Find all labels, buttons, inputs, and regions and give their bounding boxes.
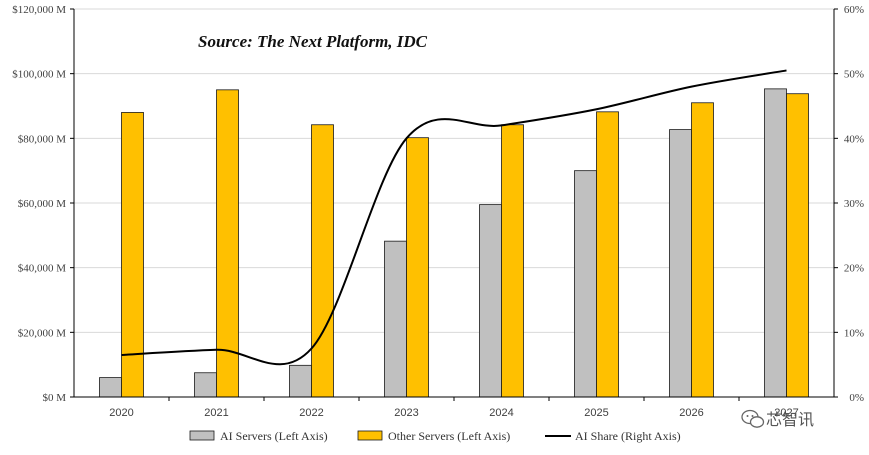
- other-servers-bar-2022: [311, 124, 334, 398]
- x-tick-label-2022: 2022: [299, 407, 323, 419]
- left-tick-label: $20,000 M: [18, 327, 67, 339]
- right-tick-label: 60%: [844, 4, 864, 16]
- other-servers-bar-2024: [501, 124, 524, 398]
- x-tick-label-2027: 2027: [774, 407, 798, 419]
- legend-swatch: [357, 430, 383, 441]
- x-tick-label-2024: 2024: [489, 407, 513, 419]
- left-tick-label: $80,000 M: [18, 133, 67, 145]
- right-tick-label: 50%: [844, 69, 864, 81]
- x-tick-label-2026: 2026: [679, 407, 703, 419]
- right-tick-label: 30%: [844, 198, 864, 210]
- ai-servers-bar-2024: [479, 204, 502, 398]
- right-tick-label: 40%: [844, 133, 864, 145]
- legend-label: Other Servers (Left Axis): [388, 429, 510, 443]
- other-servers-bar-2023: [406, 137, 429, 398]
- x-tick-label-2020: 2020: [109, 407, 133, 419]
- ai-servers-bar-2025: [574, 170, 597, 398]
- ai-share-line-group: [121, 69, 787, 366]
- ai-share-line: [121, 69, 787, 366]
- ai-servers-bar-2022: [289, 364, 312, 398]
- ai-servers-bar-2020: [99, 377, 122, 398]
- right-tick-label: 20%: [844, 263, 864, 275]
- left-axis-ticks: $0 M $20,000 M $40,000 M $60,000 M $80,000 M…: [12, 4, 74, 404]
- source-annotation: Source: The Next Platform, IDC: [198, 32, 428, 51]
- left-tick-label: $100,000 M: [12, 69, 66, 81]
- x-tick-label-2025: 2025: [584, 407, 608, 419]
- wechat-icon: [741, 409, 765, 428]
- bar-marks: [99, 88, 809, 398]
- left-tick-label: $60,000 M: [18, 198, 67, 210]
- right-axis-ticks: 0% 10% 20% 30% 40% 50% 60%: [834, 4, 864, 404]
- ai-servers-bar-2021: [194, 372, 217, 398]
- legend-label: AI Share (Right Axis): [575, 429, 681, 443]
- ai-servers-bar-2027: [764, 88, 787, 398]
- ai-servers-bar-2026: [669, 129, 692, 398]
- other-servers-bar-2027: [786, 93, 809, 398]
- x-tick-label-2021: 2021: [204, 407, 228, 419]
- ai-servers-bar-2023: [384, 240, 407, 398]
- legend-label: AI Servers (Left Axis): [220, 429, 328, 443]
- left-tick-label: $0 M: [42, 392, 66, 404]
- gridlines: [74, 8, 834, 333]
- other-servers-bar-2025: [596, 111, 619, 398]
- legend-swatch: [189, 430, 215, 441]
- left-tick-label: $40,000 M: [18, 263, 67, 275]
- left-tick-label: $120,000 M: [12, 4, 66, 16]
- right-tick-label: 0%: [849, 392, 864, 404]
- x-tick-label-2023: 2023: [394, 407, 418, 419]
- legend: AI Servers (Left Axis) Other Servers (Lef…: [189, 429, 681, 443]
- x-axis-ticks: 2020 2021 2022 2023 2024 2025 2026 2027: [109, 397, 799, 419]
- watermark: 芯智讯: [741, 409, 814, 429]
- other-servers-bar-2026: [691, 102, 714, 398]
- right-tick-label: 10%: [844, 327, 864, 339]
- watermark-text: 芯智讯: [766, 410, 814, 429]
